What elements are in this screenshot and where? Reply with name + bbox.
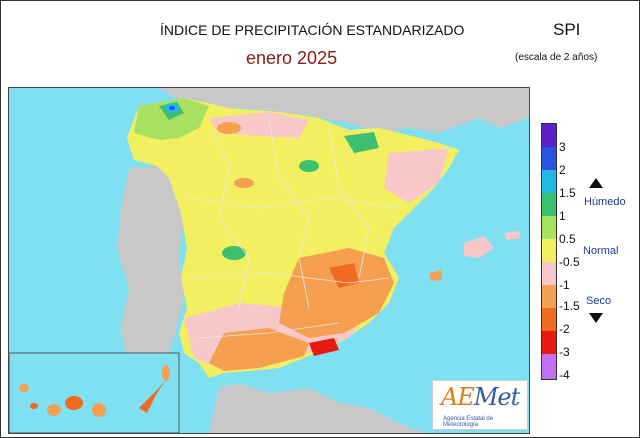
normal-label: Normal [583,245,619,257]
map-period: enero 2025 [246,48,338,68]
wet-label: Húmedo [584,196,626,208]
portugal-land [117,166,184,368]
legend-tick: -1 [559,278,570,292]
canary-inset [9,352,180,433]
africa-land [209,383,429,433]
ibiza [429,270,442,281]
south-dry [209,328,309,371]
dry-label: Seco [586,295,612,307]
legend-tick: 1 [559,209,566,223]
map-title: ÍNDICE DE PRECIPITACIÓN ESTANDARIZADO [160,22,465,38]
canary-islands [19,365,170,417]
scale-note: (escala de 2 años) [515,52,598,63]
legend-tick: -3 [559,345,570,359]
spi-map [9,88,529,433]
province-boundaries [188,117,400,339]
legend-tick: 2 [559,163,566,177]
legend-color-bar [541,123,557,380]
legend-tick: 0.5 [559,232,576,246]
legend-swatch-0-5 [542,216,556,239]
mallorca [464,236,494,258]
wet-arrow-icon [589,178,603,188]
legend-tick: -4 [559,368,570,382]
aemet-logo: AEMet Agencia Estatal de Meteorología [432,380,528,430]
legend-swatch-minus-0-5 [542,239,556,262]
north-wet-zone [134,98,209,140]
menorca [504,231,521,240]
legend-tick: -0.5 [559,255,580,269]
legend-swatch-1-5 [542,170,556,193]
france-land [159,88,529,133]
southeast-dry [279,248,394,338]
legend-swatch-3 [542,124,556,147]
legend-tick: -1.5 [559,299,580,313]
logo-wordmark: AEMet [441,383,520,411]
index-name: SPI [553,20,581,39]
map-area [8,87,530,434]
legend-swatch-minus-1-5 [542,285,556,308]
dry-arrow-icon [589,313,603,323]
pyrenees-wet [344,132,379,153]
legend-swatch-minus-2 [542,308,556,331]
legend-swatch-1 [542,193,556,216]
legend-tick: 1.5 [559,186,576,200]
legend-swatch-2 [542,147,556,170]
legend-swatch-minus-1 [542,262,556,285]
logo-subtitle: Agencia Estatal de Meteorología [443,416,494,428]
legend-swatch-minus-3 [542,331,556,354]
catalonia-dry [384,148,449,203]
legend-tick: 3 [559,140,566,154]
legend-swatch-minus-4 [542,354,556,379]
legend-tick: -2 [559,322,570,336]
